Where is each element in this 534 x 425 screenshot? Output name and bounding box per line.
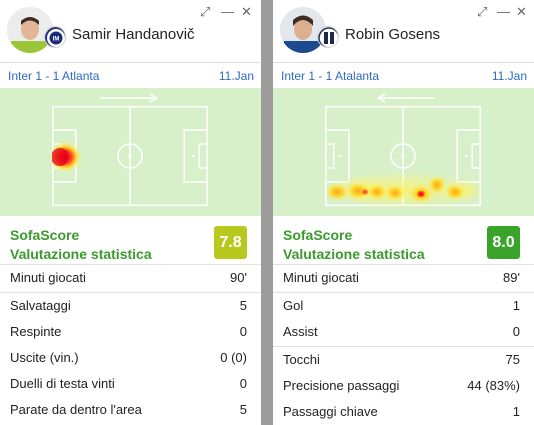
- stat-value: 1: [512, 403, 520, 419]
- close-icon[interactable]: ✕: [241, 4, 252, 19]
- expand-icon[interactable]: ⤢: [200, 4, 211, 19]
- stat-label: Respinte: [10, 323, 62, 339]
- stat-row: Gol 1: [273, 292, 534, 318]
- heatmap-field: [273, 88, 534, 216]
- stats-list: Minuti giocati 89' Gol 1 Assist 0 Tocchi…: [273, 264, 534, 424]
- heatmap-pitch: [325, 106, 481, 206]
- attack-direction-arrow-icon: [100, 93, 159, 103]
- close-icon[interactable]: ✕: [516, 4, 527, 19]
- rating-badge: 7.8: [214, 226, 247, 259]
- stat-label: Tocchi: [283, 352, 320, 367]
- stat-label: Assist: [283, 323, 318, 339]
- stat-value: 0: [239, 323, 247, 339]
- match-bar[interactable]: Inter 1 - 1 Atlanta 11.Jan: [0, 62, 261, 88]
- player-card-gosens: Robin Gosens ⤢ — ✕ Inter 1 - 1 Atalanta …: [273, 0, 534, 425]
- rating-section: SofaScore Valutazione statistica 8.0: [273, 216, 534, 264]
- rating-label: Valutazione statistica: [10, 246, 152, 262]
- atalanta-logo-icon: [317, 26, 339, 48]
- player-name[interactable]: Robin Gosens: [345, 26, 441, 43]
- stat-value: 75: [505, 352, 520, 367]
- match-bar[interactable]: Inter 1 - 1 Atalanta 11.Jan: [273, 62, 534, 88]
- stat-row: Salvataggi 5: [0, 292, 261, 318]
- stat-label: Precisione passaggi: [283, 377, 400, 393]
- panel-divider: [261, 0, 273, 425]
- stat-label: Minuti giocati: [10, 270, 86, 285]
- stats-list: Minuti giocati 90' Salvataggi 5 Respinte…: [0, 264, 261, 422]
- stat-row: Minuti giocati 90': [0, 264, 261, 290]
- attack-direction-arrow-icon: [376, 93, 435, 103]
- rating-label: Valutazione statistica: [283, 246, 425, 262]
- player-header: Robin Gosens ⤢ — ✕: [273, 0, 534, 62]
- stat-value: 90': [230, 270, 247, 285]
- rating-section: SofaScore Valutazione statistica 7.8: [0, 216, 261, 264]
- minimize-icon[interactable]: —: [221, 4, 234, 19]
- inter-logo-icon: IM: [44, 26, 66, 48]
- stat-row: Duelli di testa vinti 0: [0, 370, 261, 396]
- svg-text:IM: IM: [53, 37, 60, 43]
- stat-label: Duelli di testa vinti: [10, 375, 115, 391]
- stat-row: Respinte 0: [0, 318, 261, 344]
- stat-value: 0: [239, 375, 247, 391]
- match-name[interactable]: Inter 1 - 1 Atalanta: [281, 68, 380, 83]
- rating-brand: SofaScore: [10, 227, 80, 243]
- minimize-icon[interactable]: —: [497, 4, 510, 19]
- stat-row: Tocchi 75: [273, 346, 534, 372]
- match-date: 11.Jan: [218, 68, 254, 83]
- stat-label: Minuti giocati: [283, 270, 359, 285]
- heatmap-field: [0, 88, 261, 216]
- heatmap-pitch: [52, 106, 208, 206]
- stat-value: 89': [503, 270, 520, 285]
- player-header: IM Samir Handanovič ⤢ — ✕: [0, 0, 261, 62]
- stat-label: Uscite (vin.): [10, 349, 79, 365]
- player-name[interactable]: Samir Handanovič: [72, 26, 195, 43]
- stat-label: Parate da dentro l'area: [10, 401, 142, 417]
- stat-row: Minuti giocati 89': [273, 264, 534, 290]
- stat-value: 5: [239, 298, 247, 313]
- stat-value: 1: [512, 298, 520, 313]
- stat-value: 0: [512, 323, 520, 339]
- stat-row: Precisione passaggi 44 (83%): [273, 372, 534, 398]
- stat-label: Gol: [283, 298, 304, 313]
- stat-row: Parate da dentro l'area 5: [0, 396, 261, 422]
- stat-label: Passaggi chiave: [283, 403, 378, 419]
- expand-icon[interactable]: ⤢: [477, 4, 488, 19]
- stat-label: Salvataggi: [10, 298, 71, 313]
- stat-row: Uscite (vin.) 0 (0): [0, 344, 261, 370]
- stat-value: 44 (83%): [467, 377, 520, 393]
- match-date: 11.Jan: [491, 68, 527, 83]
- rating-brand: SofaScore: [283, 227, 353, 243]
- stat-value: 5: [239, 401, 247, 417]
- player-card-handanovic: IM Samir Handanovič ⤢ — ✕ Inter 1 - 1 At…: [0, 0, 261, 425]
- stat-row: Assist 0: [273, 318, 534, 344]
- match-name[interactable]: Inter 1 - 1 Atlanta: [8, 68, 100, 83]
- stat-row: Passaggi chiave 1: [273, 398, 534, 424]
- stat-value: 0 (0): [220, 349, 247, 365]
- rating-badge: 8.0: [487, 226, 520, 259]
